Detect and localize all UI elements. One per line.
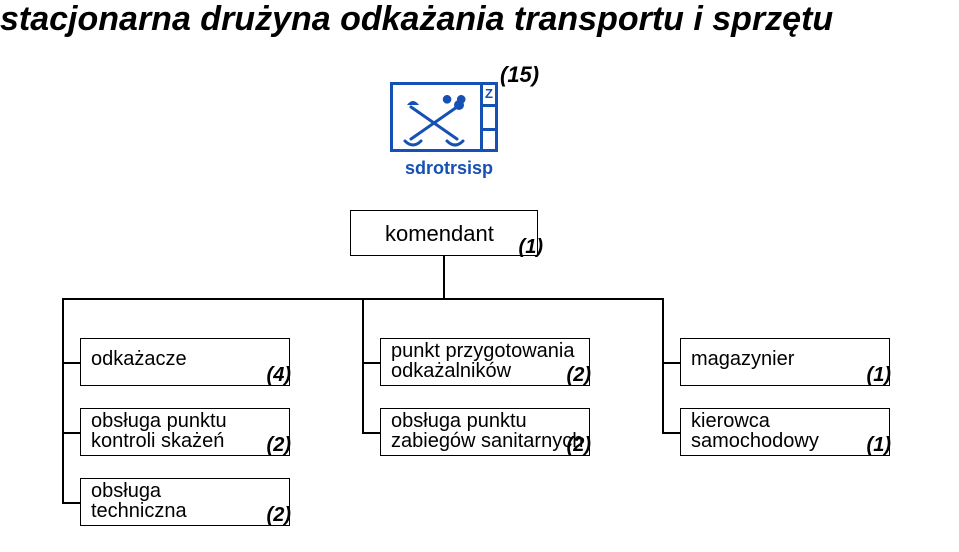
org-box: obsługa punktu kontroli skażeń (2) (80, 408, 290, 456)
org-box: magazynier (1) (680, 338, 890, 386)
org-box-label: magazynier (691, 349, 794, 369)
org-box-label: odkażacze (91, 349, 187, 369)
root-label: komendant (385, 221, 494, 247)
connector (62, 362, 80, 364)
org-box-count: (4) (267, 364, 291, 387)
page-title: stacjonarna drużyna odkażania transportu… (0, 0, 833, 39)
unit-symbol: ●● Z (390, 82, 498, 152)
symbol-z-column: Z (480, 82, 498, 152)
org-box-count: (2) (567, 434, 591, 457)
org-box-count: (1) (867, 434, 891, 457)
org-box-label: punkt przygotowania odkażalników (391, 341, 574, 381)
org-box-count: (2) (267, 434, 291, 457)
connector (62, 298, 64, 502)
connector (662, 298, 664, 432)
connector (443, 256, 445, 298)
org-box-label: obsługa punktu zabiegów sanitarnych (391, 411, 583, 451)
root-node: komendant (1) (350, 210, 538, 256)
connector (662, 362, 680, 364)
symbol-count: (15) (500, 62, 539, 88)
org-box: kierowca samochodowy (1) (680, 408, 890, 456)
org-box-count: (2) (267, 504, 291, 527)
connector (62, 502, 80, 504)
org-box-label: obsługa techniczna (91, 481, 187, 521)
org-box-count: (1) (867, 364, 891, 387)
org-box-count: (2) (567, 364, 591, 387)
org-box-label: obsługa punktu kontroli skażeń (91, 411, 227, 451)
symbol-z-letter: Z (483, 85, 495, 100)
symbol-caption: sdrotrsisp (405, 158, 493, 179)
org-box: odkażacze (4) (80, 338, 290, 386)
crossed-tools-icon (403, 95, 477, 149)
org-box: obsługa techniczna (2) (80, 478, 290, 526)
org-box-label: kierowca samochodowy (691, 411, 819, 451)
connector (362, 432, 380, 434)
connector (362, 362, 380, 364)
org-box: obsługa punktu zabiegów sanitarnych(2) (380, 408, 590, 456)
org-box: punkt przygotowania odkażalników(2) (380, 338, 590, 386)
connector (662, 432, 680, 434)
connector (62, 432, 80, 434)
root-count: (1) (519, 236, 543, 259)
connector (362, 298, 364, 432)
